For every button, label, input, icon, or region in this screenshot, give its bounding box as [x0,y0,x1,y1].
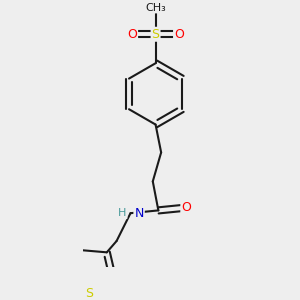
Text: O: O [174,28,184,41]
Text: S: S [85,287,94,300]
Text: H: H [118,208,127,218]
Text: N: N [134,207,144,220]
Text: CH₃: CH₃ [145,2,166,13]
Text: O: O [127,28,137,41]
Text: S: S [152,28,160,41]
Text: O: O [181,201,191,214]
